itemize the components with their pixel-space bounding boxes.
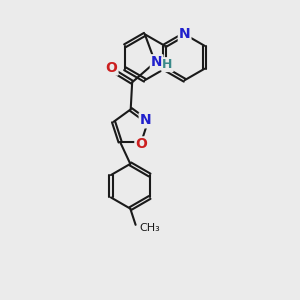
Text: N: N: [179, 27, 190, 41]
Text: CH₃: CH₃: [139, 224, 160, 233]
Text: O: O: [106, 61, 118, 75]
Text: N: N: [140, 113, 151, 128]
Text: O: O: [135, 137, 147, 151]
Text: N: N: [151, 55, 162, 69]
Text: H: H: [162, 58, 173, 71]
